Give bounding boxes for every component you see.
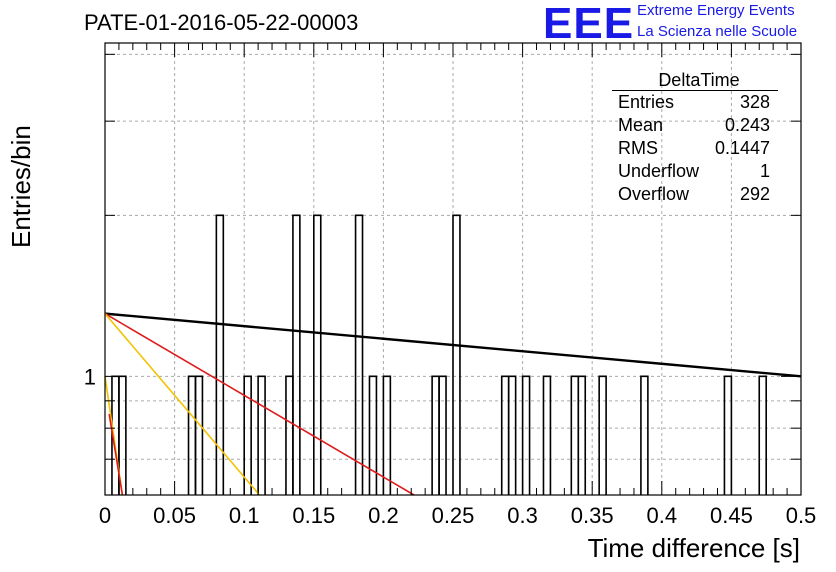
stats-value: 292: [739, 184, 770, 204]
histogram-bar: [354, 214, 364, 495]
histogram-bar: [215, 214, 225, 495]
histogram-bar: [285, 375, 294, 495]
stats-row-entries: Entries 328: [612, 91, 778, 114]
histogram-bar: [452, 214, 461, 495]
x-tick-label: 0.2: [368, 503, 399, 528]
histogram-bar: [292, 214, 301, 495]
fit-line: [104, 312, 415, 496]
stats-label: RMS: [618, 138, 658, 158]
fit-line: [104, 313, 261, 496]
stats-label: Mean: [618, 115, 664, 135]
histogram-bar: [507, 375, 517, 495]
histogram-bar: [598, 375, 607, 495]
histogram-bar: [187, 375, 197, 495]
stats-value: 0.243: [724, 115, 770, 135]
histogram-bar: [542, 375, 552, 495]
histogram-bar: [640, 375, 649, 495]
histogram-bar: [194, 375, 204, 495]
histogram-bar: [500, 375, 510, 495]
stats-value: 1: [759, 161, 770, 181]
x-tick-label: 0.5: [786, 503, 817, 528]
histogram-bar: [723, 375, 733, 495]
chart-title: PATE-01-2016-05-22-00003: [84, 10, 359, 35]
histogram-bar: [438, 375, 447, 495]
stats-row-underflow: Underflow 1: [612, 160, 778, 183]
histogram-bar: [368, 375, 378, 495]
x-tick-label: 0.3: [507, 503, 538, 528]
x-tick-label: 0.1: [229, 503, 260, 528]
histogram-bar: [577, 375, 587, 495]
x-tick-label: 0.05: [153, 503, 196, 528]
stats-value: 328: [739, 92, 770, 112]
stats-label: Entries: [618, 92, 675, 112]
x-tick-label: 0.45: [710, 503, 753, 528]
stats-row-mean: Mean 0.243: [612, 114, 778, 137]
histogram-bar: [243, 375, 252, 495]
x-tick-label: 0.4: [647, 503, 678, 528]
x-tick-label: 0.15: [292, 503, 335, 528]
stats-row-rms: RMS 0.1447: [612, 137, 778, 160]
histogram-bar: [257, 375, 266, 495]
x-tick-label: 0.25: [432, 503, 475, 528]
axes: [104, 42, 802, 496]
histogram-bar: [521, 375, 531, 495]
y-axis-label: Entries/bin: [6, 125, 36, 248]
x-tick-label: 0.35: [571, 503, 614, 528]
x-axis-label: Time difference [s]: [587, 533, 800, 563]
logo-tagline-2: La Scienza nelle Scuole: [637, 23, 798, 40]
stats-label: Underflow: [618, 161, 700, 181]
stats-title: DeltaTime: [612, 70, 778, 91]
histogram-bar: [313, 214, 322, 495]
histogram-bar: [570, 375, 580, 495]
histogram-bar: [758, 375, 767, 495]
histogram-bars: [111, 214, 767, 495]
fit-lines: [104, 312, 802, 496]
histogram-bar: [382, 375, 392, 495]
stats-value: 0.1447: [714, 138, 770, 158]
stats-box: DeltaTime Entries 328 Mean 0.243 RMS 0.1447…: [612, 70, 778, 206]
eee-logo: EEE: [543, 0, 635, 48]
fit-line: [104, 312, 802, 378]
stats-row-overflow: Overflow 292: [612, 183, 778, 206]
stats-label: Overflow: [618, 184, 690, 204]
y-tick-label: 1: [84, 364, 96, 389]
tick-labels: 0 0.05 0.1 0.15 0.2 0.25 0.3 0.35 0.4 0.45 0.5 1: [84, 364, 817, 528]
logo-tagline-1: Extreme Energy Events: [637, 2, 795, 19]
histogram-bar: [431, 375, 440, 495]
x-tick-label: 0: [99, 503, 111, 528]
fit-line: [108, 413, 124, 496]
